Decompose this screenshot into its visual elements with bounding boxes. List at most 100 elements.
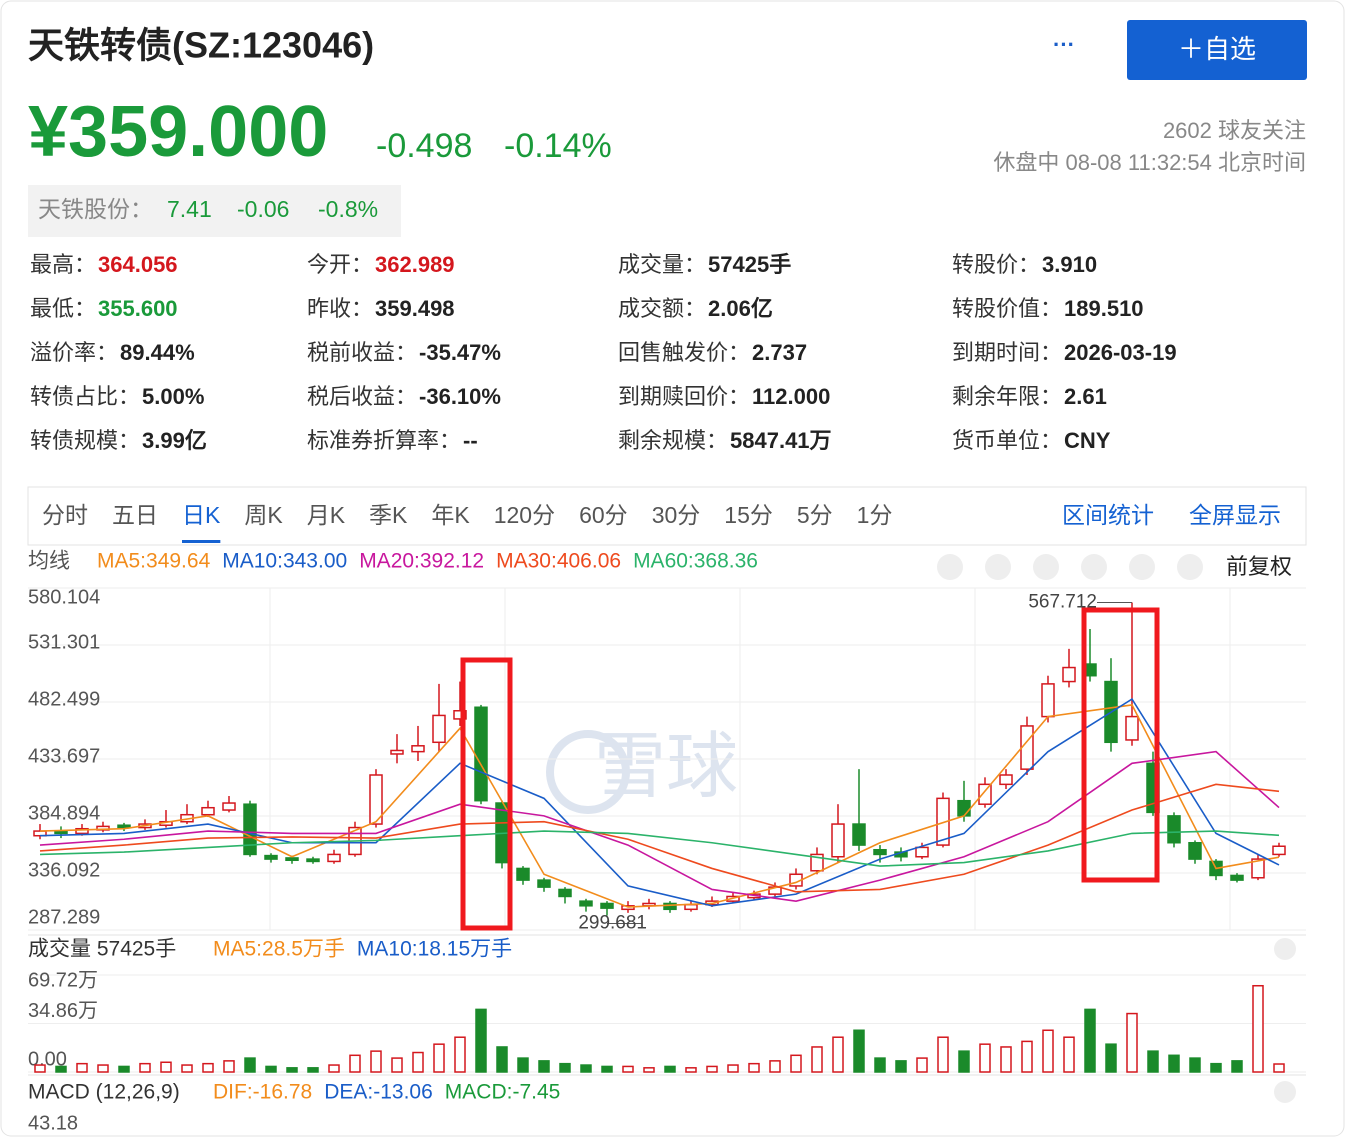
candle-body — [684, 903, 698, 911]
price-change: -0.498 — [376, 127, 472, 165]
stat-value: 2.737 — [752, 340, 807, 365]
tab[interactable]: 120分 — [494, 502, 555, 528]
volume-bar — [181, 1064, 193, 1073]
volume-bar — [580, 1064, 592, 1073]
y-tick-label: 531.301 — [28, 631, 100, 653]
toolbar-button[interactable] — [1081, 554, 1107, 580]
volume-bar — [307, 1067, 319, 1073]
toolbar-button[interactable] — [985, 554, 1011, 580]
volume-bar — [958, 1050, 970, 1073]
toolbar-button[interactable] — [1177, 554, 1203, 580]
volume-bar — [916, 1057, 928, 1073]
toolbar-button[interactable] — [937, 554, 963, 580]
tab[interactable]: 年K — [431, 502, 470, 528]
stock-name[interactable]: 天铁股份： — [38, 196, 153, 222]
stat-value: 189.510 — [1064, 296, 1144, 321]
tab[interactable]: 60分 — [579, 502, 628, 528]
stat-value: 2.06亿 — [708, 296, 773, 321]
stat-label: 成交量： — [618, 252, 706, 277]
volume-legend: MA10:18.15万手 — [357, 938, 512, 961]
volume-bar — [454, 1036, 466, 1073]
volume-bar — [1084, 1008, 1096, 1073]
follow-button[interactable] — [1127, 20, 1307, 80]
candle-body — [411, 745, 425, 753]
tab[interactable]: 15分 — [724, 502, 773, 528]
candle-body — [978, 783, 992, 805]
stat-value: 364.056 — [98, 252, 178, 277]
candle-body — [936, 797, 950, 846]
volume-bar — [937, 1036, 949, 1073]
volume-bar — [370, 1050, 382, 1073]
candle-body — [1062, 666, 1076, 683]
stat-value: 359.498 — [375, 296, 455, 321]
tab[interactable]: 月K — [307, 502, 346, 528]
volume-bar — [664, 1065, 676, 1073]
volume-bar — [223, 1060, 235, 1073]
stat-value: 2.61 — [1064, 384, 1107, 409]
stat-value: 57425手 — [708, 252, 791, 277]
more-button[interactable]: ··· — [1053, 32, 1075, 57]
ma-line — [39, 783, 1280, 893]
ma-legend: MA60:368.36 — [633, 550, 758, 573]
volume-bar — [769, 1060, 781, 1073]
tab[interactable]: 30分 — [652, 502, 701, 528]
toolbar-button[interactable] — [1129, 554, 1155, 580]
candle-body — [1188, 841, 1202, 860]
tab[interactable]: 5分 — [797, 502, 833, 528]
stock-price: 7.41 — [167, 196, 212, 222]
volume-bar — [748, 1062, 760, 1073]
tab[interactable]: 季K — [369, 502, 408, 528]
stock-tag[interactable] — [28, 185, 401, 237]
low-annotation: 299.681 — [578, 913, 647, 934]
follow-button-label[interactable]: ＋自选 — [1178, 34, 1256, 64]
stat-value: 2026-03-19 — [1064, 340, 1177, 365]
ma-title: 均线 — [28, 550, 70, 573]
tab[interactable]: 分时 — [42, 502, 88, 528]
tab[interactable]: 五日 — [112, 502, 158, 528]
volume-bar — [433, 1043, 445, 1073]
pane-close[interactable] — [1274, 938, 1296, 960]
candle-body — [306, 858, 320, 863]
stat-label: 昨收： — [307, 296, 373, 321]
candle-body — [201, 806, 215, 816]
tab[interactable]: 日K — [182, 502, 221, 528]
volume-bar — [1252, 984, 1264, 1073]
followers: 2602 球友关注 — [1163, 118, 1306, 143]
stat-label: 转股价值： — [952, 296, 1062, 321]
tab[interactable]: 周K — [244, 502, 283, 528]
tab-link[interactable]: 全屏显示 — [1189, 502, 1281, 528]
stat-label: 最高： — [30, 252, 96, 277]
volume-bar — [538, 1060, 550, 1073]
pane-close[interactable] — [1274, 1081, 1296, 1103]
stat-value: -35.47% — [419, 340, 501, 365]
candle-body — [54, 830, 68, 835]
volume-bar — [853, 1029, 865, 1073]
toolbar-button[interactable] — [1033, 554, 1059, 580]
ma-line — [39, 704, 1280, 908]
title: 天铁转债(SZ:123046) — [28, 25, 374, 66]
adjust-toggle[interactable]: 前复权 — [1226, 554, 1292, 579]
volume-bar — [1231, 1060, 1243, 1073]
volume-bar — [1105, 1043, 1117, 1073]
stat-value: 3.910 — [1042, 252, 1097, 277]
macd-tick-label: 43.18 — [28, 1112, 78, 1134]
candle-body — [327, 853, 341, 863]
ma-line — [39, 830, 1280, 867]
y-tick-label: 433.697 — [28, 745, 100, 767]
macd-legend: MACD:-7.45 — [445, 1081, 561, 1104]
tab[interactable]: 1分 — [857, 502, 893, 528]
macd-title: MACD (12,26,9) — [28, 1081, 180, 1104]
stat-label: 税前收益： — [307, 340, 417, 365]
volume-bar — [34, 1064, 46, 1073]
volume-bar — [706, 1065, 718, 1073]
tab-link[interactable]: 区间统计 — [1062, 502, 1154, 528]
watermark-logo — [546, 730, 630, 814]
stat-label: 剩余规模： — [618, 428, 728, 453]
volume-bar — [832, 1036, 844, 1073]
y-tick-label: 580.104 — [28, 586, 100, 608]
candle-body — [117, 824, 131, 829]
stat-label: 成交额： — [618, 296, 706, 321]
stat-value: 3.99亿 — [142, 428, 207, 453]
stat-label: 转债规模： — [30, 428, 140, 453]
volume-bar — [160, 1061, 172, 1073]
